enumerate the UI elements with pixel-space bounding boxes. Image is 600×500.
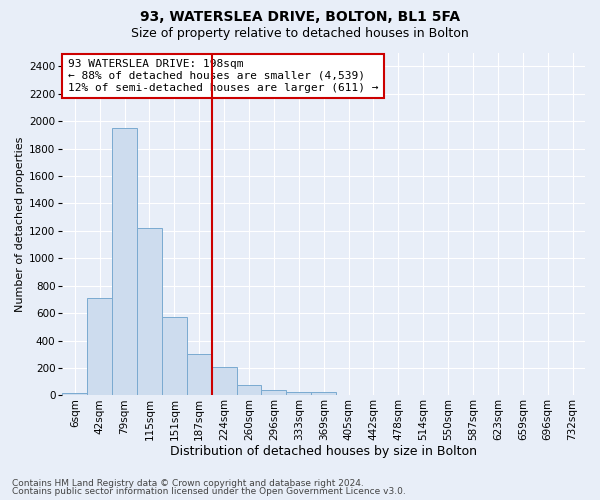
Bar <box>162 316 187 396</box>
Text: Size of property relative to detached houses in Bolton: Size of property relative to detached ho… <box>131 28 469 40</box>
Bar <box>311 392 336 396</box>
Bar <box>286 392 311 396</box>
Bar <box>62 394 87 396</box>
Bar <box>87 298 112 396</box>
Bar <box>212 368 236 396</box>
Bar <box>262 390 286 396</box>
Bar <box>336 394 361 396</box>
Bar <box>361 394 386 396</box>
Bar <box>137 228 162 396</box>
Text: Contains HM Land Registry data © Crown copyright and database right 2024.: Contains HM Land Registry data © Crown c… <box>12 478 364 488</box>
Text: 93 WATERSLEA DRIVE: 198sqm
← 88% of detached houses are smaller (4,539)
12% of s: 93 WATERSLEA DRIVE: 198sqm ← 88% of deta… <box>68 60 378 92</box>
Bar <box>112 128 137 396</box>
Text: 93, WATERSLEA DRIVE, BOLTON, BL1 5FA: 93, WATERSLEA DRIVE, BOLTON, BL1 5FA <box>140 10 460 24</box>
X-axis label: Distribution of detached houses by size in Bolton: Distribution of detached houses by size … <box>170 444 477 458</box>
Text: Contains public sector information licensed under the Open Government Licence v3: Contains public sector information licen… <box>12 487 406 496</box>
Y-axis label: Number of detached properties: Number of detached properties <box>15 136 25 312</box>
Bar <box>386 394 411 396</box>
Bar <box>187 354 212 396</box>
Bar <box>535 394 560 396</box>
Bar <box>236 385 262 396</box>
Bar <box>461 394 485 396</box>
